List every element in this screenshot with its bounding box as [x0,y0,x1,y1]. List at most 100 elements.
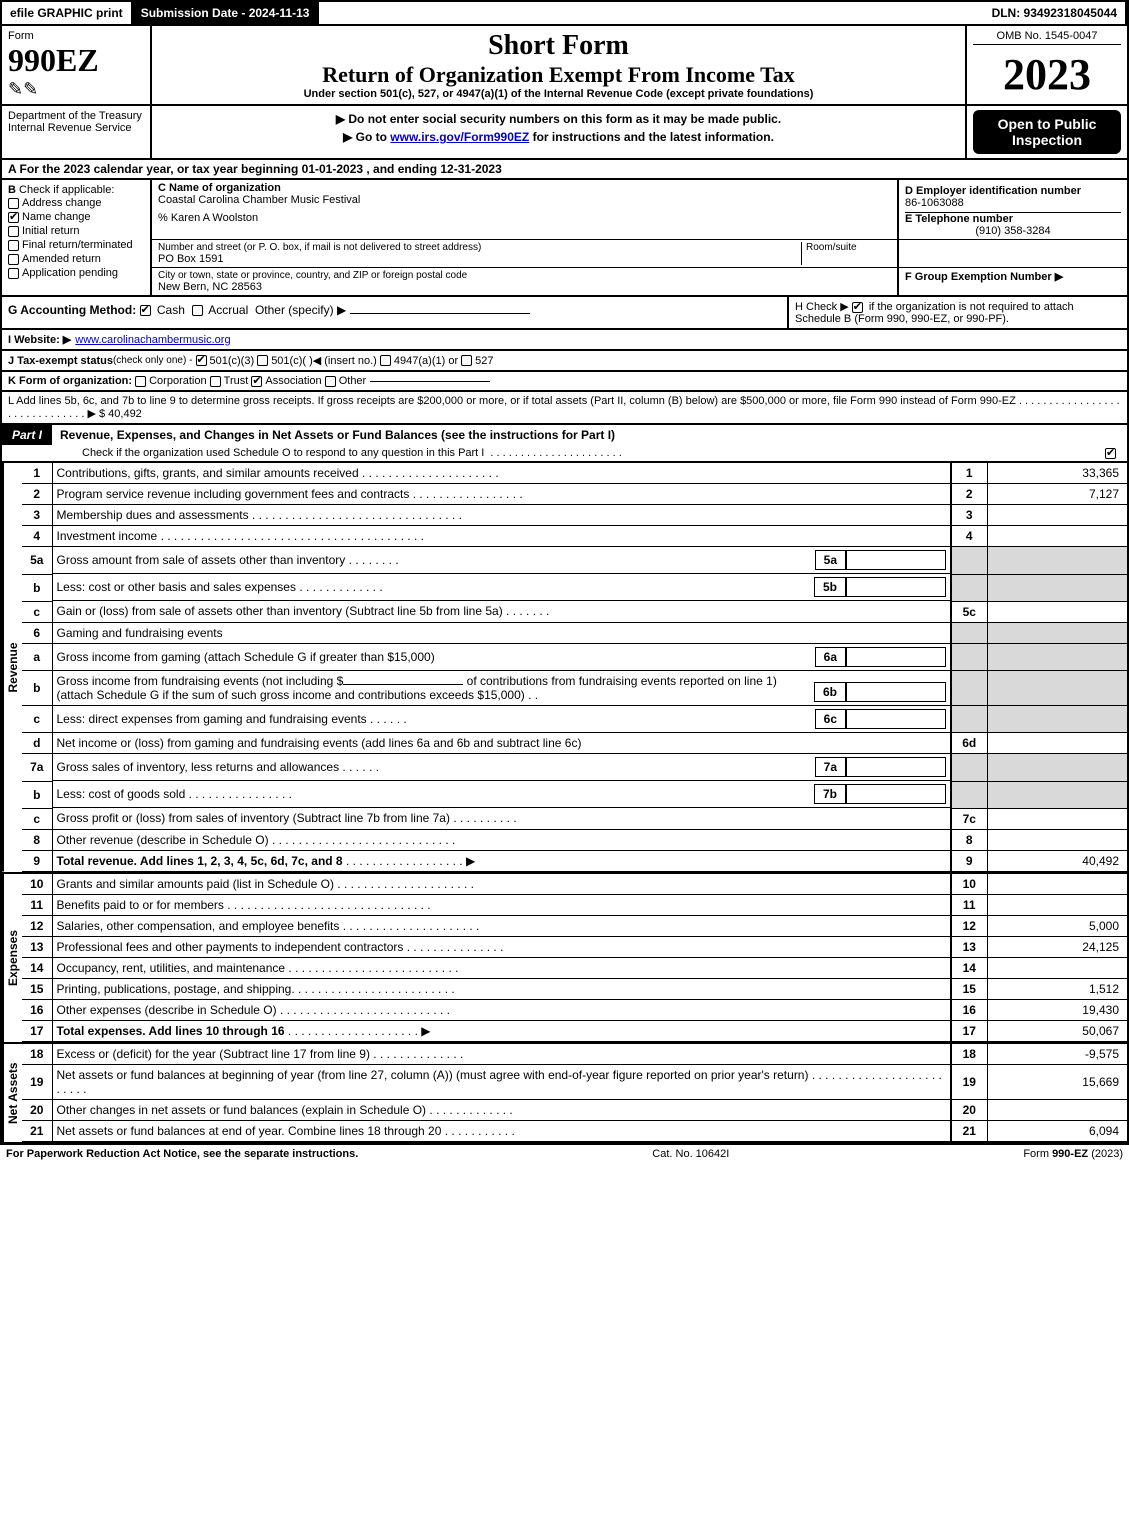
chk-corp[interactable] [135,376,146,387]
city-value: New Bern, NC 28563 [158,281,891,293]
footer-cat: Cat. No. 10642I [652,1148,729,1160]
row-i: I Website: ▶ www.carolinachambermusic.or… [0,330,1129,351]
box-b-label: B [8,184,16,196]
box-f [897,240,1127,267]
row-k: K Form of organization: Corporation Trus… [0,372,1129,392]
care-of: % Karen A Woolston [158,212,891,224]
line-17: 17Total expenses. Add lines 10 through 1… [22,1020,1127,1041]
website-link[interactable]: www.carolinachambermusic.org [75,334,230,346]
title-block: Short Form Return of Organization Exempt… [152,26,967,104]
line-6a: aGross income from gaming (attach Schedu… [22,643,1127,671]
line-8: 8Other revenue (describe in Schedule O) … [22,829,1127,850]
form-number: 990EZ [8,42,144,79]
line-6c: cLess: direct expenses from gaming and f… [22,706,1127,733]
city-block: City or town, state or province, country… [152,268,897,295]
opt-trust: Trust [224,375,249,387]
chk-schedule-b[interactable] [852,302,863,313]
chk-amended-label: Amended return [22,253,101,265]
form-header: Form 990EZ ✎✎ Short Form Return of Organ… [0,26,1129,106]
label-form-of-org: K Form of organization: [8,375,132,387]
warning-ssn: ▶ Do not enter social security numbers o… [158,112,959,126]
other-label: Other (specify) ▶ [255,303,346,317]
chk-assoc[interactable] [251,376,262,387]
row-g-h: G Accounting Method: Cash Accrual Other … [0,297,1129,330]
submission-date: Submission Date - 2024-11-13 [133,2,320,24]
row-l: L Add lines 5b, 6c, and 7b to line 9 to … [0,392,1129,425]
part-1-strip: Part I Revenue, Expenses, and Changes in… [0,425,1129,463]
chk-name-label: Name change [22,211,91,223]
box-f-content: F Group Exemption Number ▶ [897,268,1127,295]
net-assets-section: Net Assets 18Excess or (deficit) for the… [0,1042,1129,1144]
omb-number: OMB No. 1545-0047 [973,30,1121,45]
line-7b: bLess: cost of goods sold . . . . . . . … [22,781,1127,808]
line-5a: 5aGross amount from sale of assets other… [22,547,1127,575]
box-b: B Check if applicable: Address change Na… [2,180,152,295]
label-ein: D Employer identification number [905,185,1081,197]
chk-4947[interactable] [380,355,391,366]
line-18: 18Excess or (deficit) for the year (Subt… [22,1044,1127,1065]
line-13: 13Professional fees and other payments t… [22,936,1127,957]
chk-final-label: Final return/terminated [22,239,133,251]
label-org-name: C Name of organization [158,182,891,194]
warnings: ▶ Do not enter social security numbers o… [152,106,967,158]
topbar: efile GRAPHIC print Submission Date - 20… [0,0,1129,26]
dln: DLN: 93492318045044 [984,2,1127,24]
label-accounting: G Accounting Method: [8,303,136,317]
addr-block: Number and street (or P. O. box, if mail… [152,240,897,267]
line-10: 10Grants and similar amounts paid (list … [22,874,1127,895]
expenses-table: 10Grants and similar amounts paid (list … [22,874,1127,1042]
part-1-label: Part I [2,425,52,445]
chk-initial-return[interactable]: Initial return [8,224,144,238]
chk-final-return[interactable]: Final return/terminated [8,238,144,252]
dept-treasury: Department of the Treasury [8,110,144,122]
part-1-check-row: Check if the organization used Schedule … [2,445,1127,461]
chk-address-label: Address change [22,197,102,209]
row-g: G Accounting Method: Cash Accrual Other … [2,297,787,328]
label-phone: E Telephone number [905,213,1013,225]
side-net-assets: Net Assets [2,1044,22,1142]
j-note: (check only one) - [113,355,192,366]
form-word: Form [8,30,144,42]
section-a: A For the 2023 calendar year, or tax yea… [0,160,1129,180]
chk-accrual[interactable] [192,305,203,316]
footer-left: For Paperwork Reduction Act Notice, see … [6,1148,358,1160]
open-to-public: Open to Public Inspection [973,110,1121,154]
chk-trust[interactable] [210,376,221,387]
line-7a: 7aGross sales of inventory, less returns… [22,754,1127,782]
label-group-exemption: F Group Exemption Number [905,271,1052,283]
chk-pending[interactable]: Application pending [8,266,144,280]
cash-label: Cash [157,303,185,317]
chk-527[interactable] [461,355,472,366]
label-website: I Website: ▶ [8,333,71,346]
chk-pending-label: Application pending [22,267,118,279]
opt-other-org: Other [339,375,367,387]
warn2-pre: ▶ Go to [343,130,390,144]
chk-501c3[interactable] [196,355,207,366]
line-5b: bLess: cost or other basis and sales exp… [22,574,1127,601]
efile-print: efile GRAPHIC print [2,2,133,24]
chk-part1-sched-o[interactable] [1105,448,1116,459]
line-19: 19Net assets or fund balances at beginni… [22,1064,1127,1099]
dept-block: Department of the Treasury Internal Reve… [2,106,152,158]
revenue-section: Revenue 1Contributions, gifts, grants, a… [0,463,1129,872]
row-j: J Tax-exempt status (check only one) - 5… [0,351,1129,372]
addr-value: PO Box 1591 [158,253,801,265]
chk-name-change[interactable]: Name change [8,210,144,224]
opt-501c: 501(c)( ) [271,355,313,367]
chk-cash[interactable] [140,305,151,316]
h-pre: H Check ▶ [795,301,849,313]
line-21: 21Net assets or fund balances at end of … [22,1120,1127,1141]
form-id-block: Form 990EZ ✎✎ [2,26,152,104]
l-text: L Add lines 5b, 6c, and 7b to line 9 to … [8,395,1016,407]
chk-501c[interactable] [257,355,268,366]
chk-address-change[interactable]: Address change [8,196,144,210]
opt-assoc: Association [265,375,321,387]
line-5c: cGain or (loss) from sale of assets othe… [22,601,1127,622]
chk-initial-label: Initial return [22,225,79,237]
row-h: H Check ▶ if the organization is not req… [787,297,1127,328]
chk-amended[interactable]: Amended return [8,252,144,266]
irs-link[interactable]: www.irs.gov/Form990EZ [390,130,529,144]
line-2: 2Program service revenue including gover… [22,484,1127,505]
chk-other-org[interactable] [325,376,336,387]
warning-link-row: ▶ Go to www.irs.gov/Form990EZ for instru… [158,130,959,144]
